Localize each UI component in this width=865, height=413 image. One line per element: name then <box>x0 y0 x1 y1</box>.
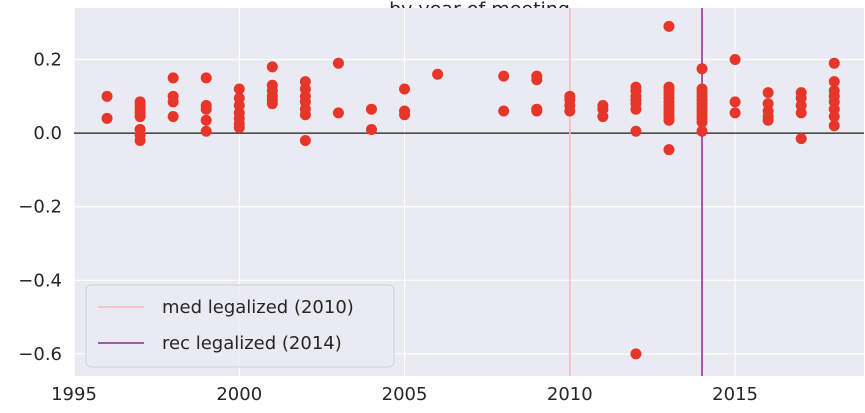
data-point <box>299 134 311 146</box>
data-point <box>432 68 444 80</box>
data-point <box>365 103 377 115</box>
x-axis-ticks: 1995 2000 2005 2010 2015 <box>51 384 758 405</box>
legend-label: rec legalized (2014) <box>162 333 342 354</box>
data-point <box>498 70 510 82</box>
data-point <box>663 144 675 156</box>
data-point <box>630 103 642 115</box>
data-point <box>828 57 840 69</box>
data-point <box>200 125 212 137</box>
data-point <box>101 112 113 124</box>
data-points <box>101 20 840 360</box>
data-point <box>762 87 774 99</box>
y-tick-label: −0.2 <box>18 197 62 218</box>
data-point <box>266 61 278 73</box>
data-point <box>332 107 344 119</box>
data-point <box>167 111 179 123</box>
data-point <box>200 72 212 84</box>
data-point <box>762 114 774 126</box>
data-point <box>498 105 510 117</box>
data-point <box>399 109 411 121</box>
x-tick-label: 1995 <box>51 384 97 405</box>
data-point <box>200 114 212 126</box>
data-point <box>332 57 344 69</box>
data-point <box>729 107 741 119</box>
data-point <box>696 63 708 75</box>
data-point <box>134 111 146 123</box>
data-point <box>828 120 840 132</box>
data-point <box>795 133 807 145</box>
data-point <box>828 111 840 123</box>
data-point <box>597 111 609 123</box>
data-point <box>365 123 377 135</box>
x-tick-label: 2005 <box>382 384 428 405</box>
data-point <box>200 103 212 115</box>
data-point <box>663 20 675 32</box>
y-tick-label: −0.4 <box>18 270 62 291</box>
data-point <box>729 96 741 108</box>
data-point <box>134 134 146 146</box>
data-point <box>531 74 543 86</box>
data-point <box>233 122 245 134</box>
legend: med legalized (2010) rec legalized (2014) <box>85 284 395 368</box>
y-tick-label: −0.6 <box>18 344 62 365</box>
data-point <box>663 114 675 126</box>
data-point <box>531 105 543 117</box>
y-tick-label: 0.2 <box>33 50 62 71</box>
data-point <box>233 83 245 95</box>
legend-box <box>85 284 395 368</box>
data-point <box>399 83 411 95</box>
data-point <box>299 109 311 121</box>
data-point <box>696 116 708 128</box>
x-tick-label: 2015 <box>712 384 758 405</box>
data-point <box>630 348 642 360</box>
x-tick-label: 2000 <box>216 384 262 405</box>
y-tick-label: 0.0 <box>33 123 62 144</box>
data-point <box>828 76 840 88</box>
y-axis-ticks: 0.2 0.0 −0.2 −0.4 −0.6 <box>18 50 62 365</box>
data-point <box>167 72 179 84</box>
data-point <box>630 125 642 137</box>
data-point <box>167 96 179 108</box>
data-point <box>696 125 708 137</box>
data-point <box>101 90 113 102</box>
data-point <box>266 98 278 110</box>
data-point <box>795 107 807 119</box>
data-point <box>564 105 576 117</box>
x-tick-label: 2010 <box>547 384 593 405</box>
data-point <box>729 54 741 66</box>
legend-label: med legalized (2010) <box>162 297 354 318</box>
